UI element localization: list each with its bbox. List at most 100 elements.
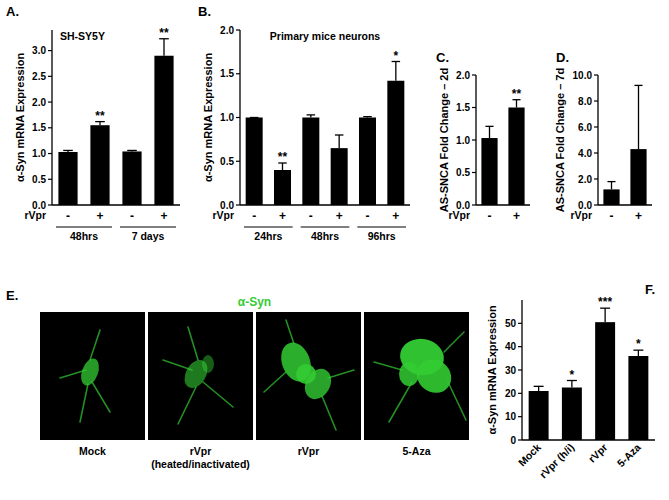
- group-line: [120, 227, 176, 228]
- bar: [274, 170, 291, 205]
- significance: **: [278, 150, 288, 164]
- x-tick-label: -: [252, 209, 256, 223]
- bar: [154, 56, 173, 205]
- title: SH-SY5Y: [60, 30, 105, 42]
- y-tick: [594, 178, 598, 179]
- cell-process: [322, 396, 336, 430]
- bar: [359, 118, 376, 206]
- y-tick-label: 0.5: [32, 174, 46, 185]
- y-axis: [597, 75, 598, 205]
- micrograph: [148, 312, 253, 440]
- group-label: 24hrs: [254, 230, 282, 242]
- y-tick: [48, 50, 52, 51]
- bar: [122, 151, 141, 205]
- y-tick-label: 2.0: [578, 174, 592, 185]
- y-tick: [236, 73, 240, 74]
- x-axis-title: rVpr: [448, 209, 470, 221]
- bar: [90, 125, 109, 205]
- panel-label: F.: [645, 282, 655, 297]
- significance: ***: [598, 295, 612, 309]
- y-tick-label: 1.5: [220, 68, 234, 79]
- cell-process: [444, 332, 464, 352]
- error-bar: [634, 85, 642, 149]
- y-tick-label: 1.0: [220, 112, 234, 123]
- y-tick-label: 30: [505, 365, 517, 376]
- figure: 0.00.51.01.52.02.53.0α-Syn mRNA Expressi…: [0, 0, 669, 500]
- panel: 0.00.51.01.52.0AS-SNCA Fold Change – 2d-…: [438, 68, 530, 223]
- bar: [58, 152, 77, 205]
- x-tick-label: +: [336, 209, 343, 223]
- x-tick-label: +: [96, 209, 103, 223]
- bar: [508, 108, 524, 206]
- y-tick: [594, 74, 598, 75]
- significance: **: [512, 87, 522, 101]
- y-tick: [594, 126, 598, 127]
- y-tick: [594, 204, 598, 205]
- bar: [595, 322, 615, 440]
- error-bar: [63, 150, 73, 152]
- y-tick: [518, 369, 522, 370]
- y-tick: [236, 161, 240, 162]
- y-tick-label: 50: [505, 318, 517, 329]
- y-tick-label: 10.0: [573, 70, 593, 81]
- group-line: [56, 227, 112, 228]
- panel-label: D.: [556, 50, 569, 65]
- image-label: rVpr(heated/inactivated): [151, 445, 250, 470]
- y-tick: [472, 139, 476, 140]
- group-line: [244, 227, 293, 228]
- cell-process: [374, 362, 402, 370]
- cell-process: [178, 387, 196, 424]
- group-label: 96hrs: [368, 230, 396, 242]
- group-label: 7 days: [132, 230, 165, 242]
- y-tick-label: 1.5: [32, 122, 46, 133]
- significance: *: [393, 49, 398, 63]
- bar: [630, 149, 646, 205]
- panel: 0.00.51.01.52.02.53.0α-Syn mRNA Expressi…: [14, 26, 180, 242]
- error-bar: [159, 39, 169, 56]
- y-tick: [518, 323, 522, 324]
- y-tick-label: 1.0: [32, 148, 46, 159]
- title: Primary mice neurons: [270, 30, 380, 42]
- group-label: 48hrs: [311, 230, 339, 242]
- panel: 0.02.04.06.08.010.0AS-SNCA Fold Change –…: [554, 68, 652, 223]
- image-label: rVpr: [298, 445, 320, 457]
- y-tick: [472, 204, 476, 205]
- y-tick-label: 8.0: [578, 96, 592, 107]
- x-tick-label: -: [488, 209, 492, 223]
- y-tick-label: 40: [505, 341, 517, 352]
- bar: [481, 138, 497, 205]
- y-axis-title: α-Syn mRNA Expression: [202, 53, 214, 182]
- y-tick-label: 1.5: [456, 102, 470, 113]
- y-tick-label: 0.5: [456, 167, 470, 178]
- y-tick-label: 2.5: [32, 71, 46, 82]
- error-bar: [278, 163, 287, 170]
- micrograph-ground: [148, 312, 253, 440]
- cell-process: [203, 382, 233, 407]
- panel-label: C.: [436, 50, 449, 65]
- y-tick: [236, 117, 240, 118]
- y-tick-label: 1.0: [456, 135, 470, 146]
- y-tick: [472, 107, 476, 108]
- y-tick-label: 0: [510, 435, 516, 446]
- micrograph: [364, 312, 469, 440]
- cell-process: [389, 382, 412, 422]
- y-tick-label: 6.0: [578, 122, 592, 133]
- y-tick: [48, 153, 52, 154]
- x-axis: [240, 204, 410, 205]
- y-tick-label: 10: [505, 411, 517, 422]
- x-tick-label: 5-Aza: [614, 441, 642, 469]
- image-panel: α-SynMockrVpr(heated/inactivated)rVpr5-A…: [40, 295, 469, 470]
- x-tick-label: +: [392, 209, 399, 223]
- error-bar: [250, 117, 258, 118]
- image-label: Mock: [79, 445, 106, 457]
- y-tick: [48, 76, 52, 77]
- error-bar: [607, 182, 615, 190]
- bar: [603, 189, 619, 205]
- panel: 01020304050α-Syn mRNA ExpressionMock*rVp…: [486, 295, 655, 480]
- cell-process: [448, 382, 466, 420]
- error-bar: [392, 62, 401, 81]
- micrograph: [256, 312, 361, 440]
- x-tick-label: +: [160, 209, 167, 223]
- group-label: 48hrs: [70, 230, 98, 242]
- bars: [481, 100, 524, 205]
